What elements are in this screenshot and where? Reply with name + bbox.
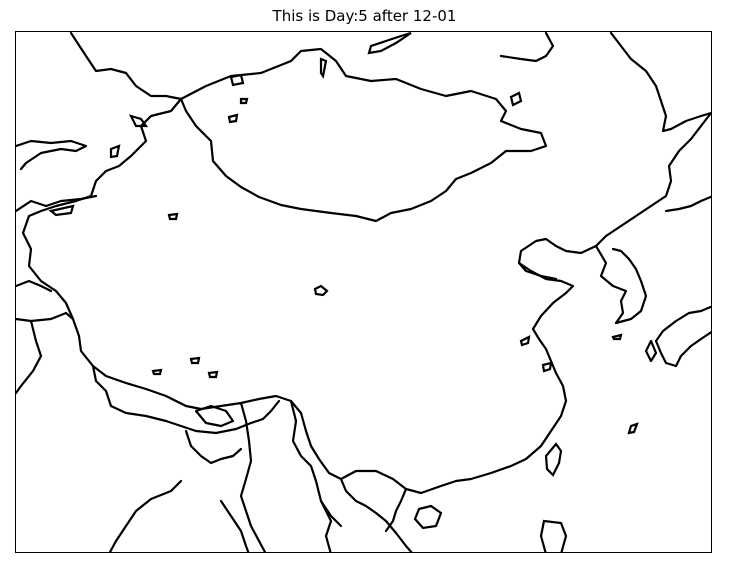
japan-honshu — [654, 305, 711, 368]
west-coast-1 — [16, 139, 88, 171]
lake-10 — [519, 335, 531, 347]
island-3 — [367, 32, 412, 55]
jeju-island — [611, 333, 623, 341]
bhutan-border — [194, 404, 235, 428]
myanmar-east-border — [289, 399, 343, 528]
hainan-island — [413, 504, 443, 530]
island-1 — [627, 422, 639, 435]
russia-east-coast — [664, 195, 711, 213]
west-border-mid — [16, 194, 98, 213]
bohai-coast — [517, 261, 558, 281]
india-border — [91, 364, 281, 435]
map-title: This is Day:5 after 12-01 — [272, 7, 457, 25]
laos-border — [339, 477, 413, 552]
island-4 — [509, 91, 523, 107]
korea-border — [594, 244, 648, 325]
burma-coast — [219, 499, 250, 552]
taiwan-island — [544, 442, 563, 477]
india-border-west — [16, 319, 43, 395]
lake-5 — [229, 73, 245, 87]
india-east-coast — [108, 479, 183, 552]
vietnam-border — [384, 487, 408, 533]
baikal-lake — [319, 57, 328, 79]
myanmar-border — [239, 401, 267, 552]
lake-8 — [128, 114, 149, 128]
thailand-border — [319, 499, 333, 552]
lake-3 — [151, 368, 163, 376]
japan-kyushu — [644, 339, 658, 363]
lake-4 — [207, 370, 219, 379]
lake-1 — [167, 212, 179, 221]
pakistan-border — [16, 311, 75, 323]
russia-ne-border — [499, 32, 555, 63]
mongolia-border — [179, 47, 548, 223]
lake-6 — [227, 113, 239, 124]
island-2 — [539, 519, 568, 552]
lake-9 — [109, 144, 121, 159]
map-canvas — [16, 32, 711, 552]
west-border-south — [16, 279, 53, 293]
lake-11 — [541, 361, 553, 373]
qinghai-lake — [313, 284, 329, 297]
china-border — [21, 32, 711, 495]
lake-7 — [239, 97, 249, 105]
balkhash-lake — [48, 204, 75, 217]
map-frame — [15, 31, 712, 553]
lake-2 — [189, 356, 201, 365]
bangladesh-border — [184, 429, 243, 465]
west-border-north — [69, 32, 183, 101]
